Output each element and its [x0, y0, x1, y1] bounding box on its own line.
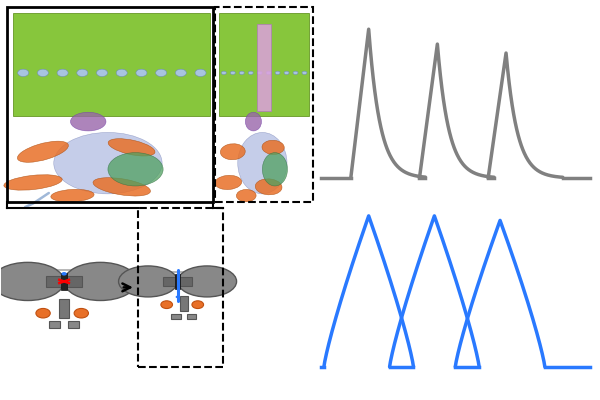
Circle shape — [36, 308, 50, 318]
Ellipse shape — [178, 266, 236, 297]
Ellipse shape — [108, 139, 155, 156]
Circle shape — [17, 69, 29, 76]
Ellipse shape — [262, 140, 284, 154]
Bar — [215, 7, 313, 202]
Ellipse shape — [4, 175, 62, 190]
Circle shape — [61, 272, 67, 276]
Circle shape — [230, 71, 235, 74]
Circle shape — [37, 69, 49, 76]
Ellipse shape — [215, 175, 242, 190]
Bar — [13, 13, 211, 116]
Ellipse shape — [17, 141, 68, 162]
Bar — [46, 276, 82, 287]
Circle shape — [257, 71, 262, 74]
Bar — [137, 208, 223, 367]
Bar — [257, 24, 271, 111]
Ellipse shape — [108, 153, 163, 186]
Bar — [7, 7, 214, 202]
Circle shape — [97, 69, 107, 76]
Circle shape — [161, 301, 173, 308]
Circle shape — [192, 301, 203, 308]
Ellipse shape — [256, 179, 282, 195]
Circle shape — [175, 69, 187, 76]
Circle shape — [77, 69, 88, 76]
Circle shape — [136, 69, 147, 76]
Circle shape — [176, 296, 179, 298]
Ellipse shape — [64, 262, 137, 300]
Circle shape — [57, 69, 68, 76]
Circle shape — [266, 71, 271, 74]
Bar — [68, 322, 79, 328]
Ellipse shape — [262, 153, 287, 186]
Ellipse shape — [54, 132, 162, 194]
Ellipse shape — [93, 178, 151, 196]
Circle shape — [284, 71, 289, 74]
Circle shape — [293, 71, 298, 74]
Ellipse shape — [0, 262, 64, 300]
Ellipse shape — [220, 144, 245, 160]
Circle shape — [74, 308, 88, 318]
Bar — [172, 314, 181, 319]
Ellipse shape — [70, 112, 106, 131]
Bar — [187, 314, 196, 319]
Bar — [175, 274, 180, 289]
Circle shape — [195, 69, 206, 76]
Ellipse shape — [51, 189, 94, 202]
Bar — [49, 322, 60, 328]
Bar — [59, 299, 70, 318]
Circle shape — [275, 71, 280, 74]
Bar — [61, 272, 67, 290]
Ellipse shape — [238, 132, 287, 194]
Bar — [179, 296, 188, 311]
Ellipse shape — [119, 266, 178, 297]
Circle shape — [116, 69, 127, 76]
Circle shape — [221, 71, 226, 74]
Circle shape — [155, 69, 167, 76]
Bar — [163, 277, 193, 286]
Circle shape — [302, 71, 307, 74]
Ellipse shape — [245, 112, 262, 131]
Circle shape — [248, 71, 253, 74]
Bar — [220, 13, 309, 116]
Circle shape — [239, 71, 244, 74]
Ellipse shape — [236, 190, 256, 202]
